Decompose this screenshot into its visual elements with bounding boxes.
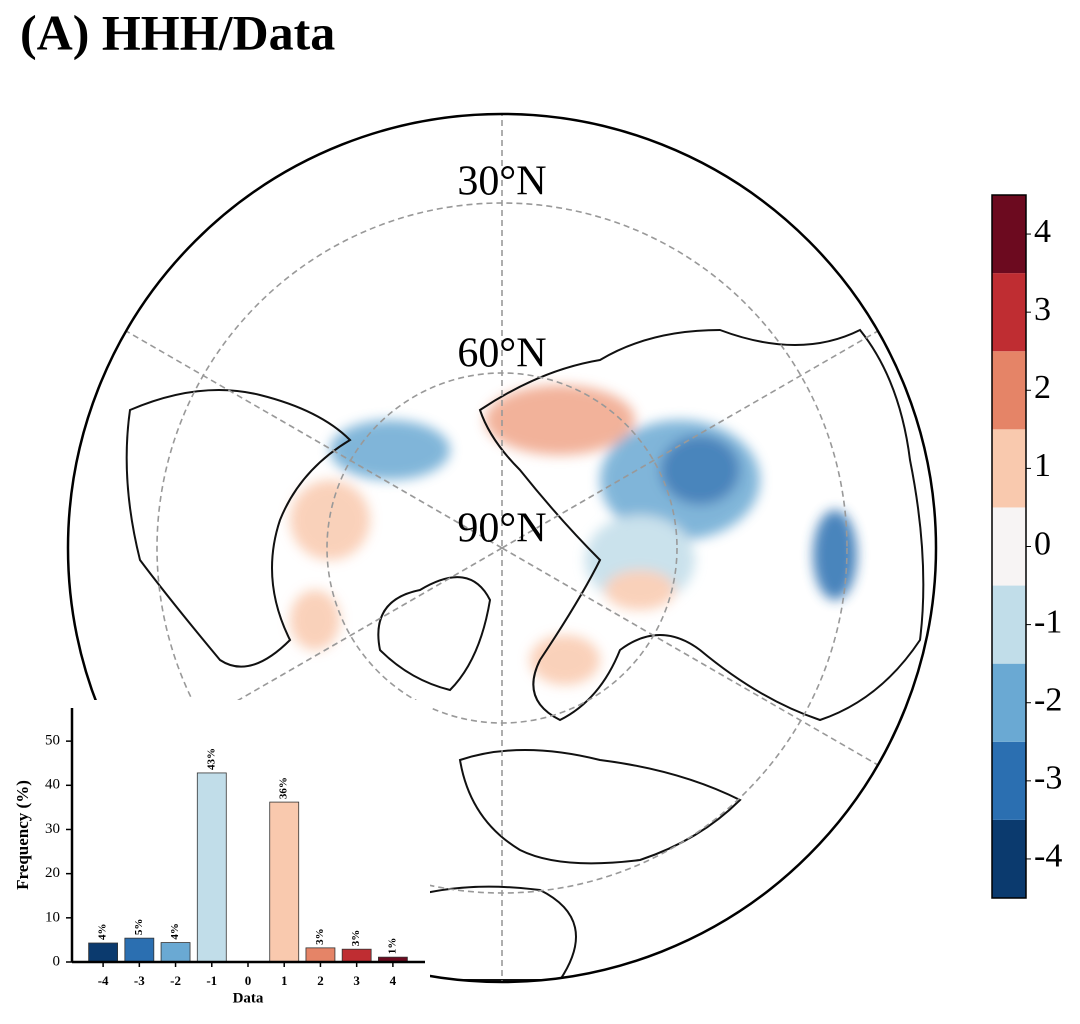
value-label: 3% [350, 930, 362, 947]
colorbar-segment [992, 819, 1026, 898]
x-tick-label: -3 [134, 973, 145, 988]
value-label: 5% [133, 919, 145, 936]
lat-label: 90°N [457, 506, 546, 552]
colorbar-segment [992, 273, 1026, 352]
y-tick-label: 50 [45, 733, 60, 749]
lat-label: 60°N [457, 331, 546, 377]
colorbar-segment [992, 351, 1026, 430]
x-tick-label: 0 [245, 973, 252, 988]
colorbar-segment [992, 663, 1026, 742]
bar [341, 948, 372, 963]
colorbar-segment [992, 429, 1026, 508]
value-label: 1% [386, 938, 398, 955]
inset-background [60, 700, 430, 1020]
colorbar-tick-label: 0 [1034, 525, 1051, 562]
field-patches [290, 385, 857, 685]
x-tick-label: 3 [353, 973, 360, 988]
x-tick-label: 1 [281, 973, 288, 988]
bar [160, 942, 191, 963]
x-tick-label: 2 [317, 973, 324, 988]
title: (A) HHH/Data [20, 4, 335, 60]
colorbar-tick-label: -4 [1034, 838, 1062, 875]
bar [305, 947, 336, 963]
colorbar-segment [992, 195, 1026, 274]
y-tick-label: 40 [45, 777, 60, 793]
value-label: 4% [97, 924, 109, 941]
y-tick-label: 30 [45, 821, 60, 837]
y-tick-label: 0 [53, 953, 61, 969]
x-tick-label: 4 [390, 973, 397, 988]
y-tick-label: 20 [45, 865, 60, 881]
bar [196, 772, 227, 963]
colorbar-tick-label: -2 [1034, 682, 1062, 719]
bar [88, 942, 119, 963]
x-tick-label: -1 [206, 973, 217, 988]
colorbar-tick-label: -3 [1034, 760, 1062, 797]
y-axis-label: Frequency (%) [13, 780, 32, 890]
map-boundary [66, 112, 938, 984]
lat-label: 30°N [457, 159, 546, 205]
plots: -4 -3 -2 -1 0 1 2 3 4 4% -4 5% -3 4% -2 43% -1 0 36% 1 3% 2 3%… [13, 194, 1062, 1006]
x-tick-label: -4 [98, 973, 109, 988]
value-label: 43% [205, 748, 217, 770]
colorbar-tick-label: -1 [1034, 603, 1062, 640]
graticule [113, 114, 891, 982]
colorbar-segment [992, 507, 1026, 586]
x-axis-label: Data [233, 990, 264, 1006]
map [113, 114, 925, 982]
x-tick-label: -2 [170, 973, 181, 988]
y-tick-label: 10 [45, 909, 60, 925]
colorbar-tick-label: 2 [1034, 369, 1051, 406]
colorbar-tick-label: 1 [1034, 447, 1051, 484]
colorbar-segment [992, 741, 1026, 820]
value-label: 4% [169, 923, 181, 940]
colorbar-tick-label: 4 [1034, 213, 1051, 250]
value-label: 36% [278, 777, 290, 799]
bar [269, 801, 300, 963]
colorbar-segment [992, 585, 1026, 664]
bar [124, 937, 155, 963]
colorbar-tick-label: 3 [1034, 291, 1051, 328]
value-label: 3% [314, 928, 326, 945]
